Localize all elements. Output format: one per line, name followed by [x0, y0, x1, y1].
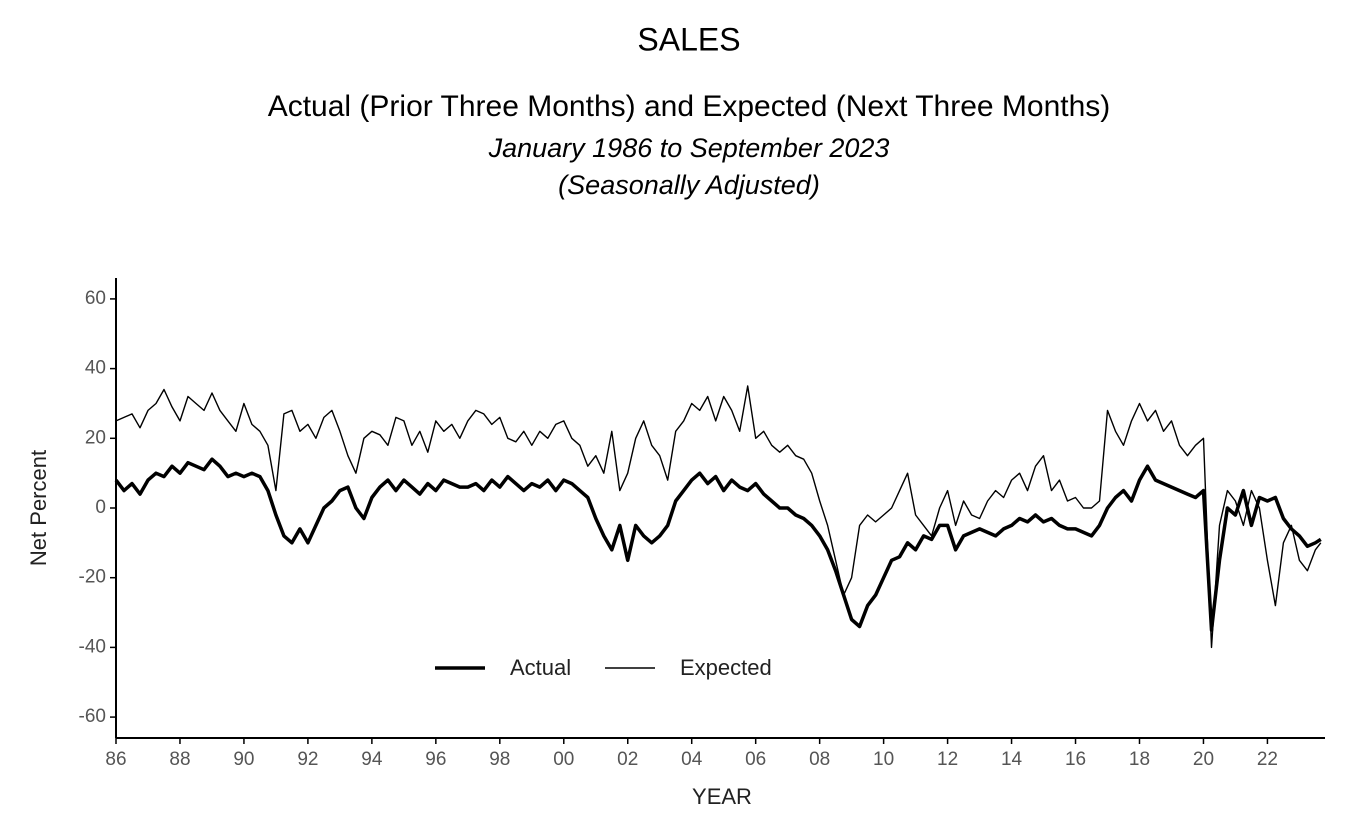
chart-title: SALES	[637, 21, 740, 57]
chart-subtitle: January 1986 to September 2023	[488, 133, 890, 163]
x-tick-label: 86	[105, 749, 126, 770]
x-tick-label: 88	[169, 749, 190, 770]
legend-label: Expected	[680, 655, 772, 680]
x-tick-label: 08	[809, 749, 830, 770]
x-tick-label: 14	[1001, 749, 1023, 770]
x-tick-label: 10	[873, 749, 894, 770]
series-line	[114, 457, 1322, 632]
x-tick-label: 92	[297, 749, 318, 770]
x-tick-label: 94	[361, 749, 383, 770]
x-tick-label: 00	[553, 749, 574, 770]
y-tick-label: 40	[85, 358, 106, 379]
x-tick-label: 06	[745, 749, 766, 770]
x-tick-label: 20	[1193, 749, 1214, 770]
y-tick-label: 0	[95, 497, 106, 518]
x-axis-label: YEAR	[692, 784, 752, 809]
chart-subtitle: Actual (Prior Three Months) and Expected…	[268, 90, 1111, 123]
legend-label: Actual	[510, 655, 571, 680]
x-tick-label: 02	[617, 749, 638, 770]
series-line	[115, 385, 1322, 649]
y-tick-label: 20	[85, 427, 106, 448]
x-tick-label: 18	[1129, 749, 1150, 770]
y-tick-label: -40	[79, 636, 106, 657]
x-tick-label: 04	[681, 749, 703, 770]
x-tick-label: 16	[1065, 749, 1086, 770]
x-tick-label: 98	[489, 749, 510, 770]
y-tick-label: -20	[79, 567, 106, 588]
x-tick-label: 12	[937, 749, 958, 770]
x-tick-label: 90	[233, 749, 254, 770]
y-axis-label: Net Percent	[26, 450, 51, 566]
x-tick-label: 96	[425, 749, 446, 770]
x-tick-label: 22	[1257, 749, 1278, 770]
chart-subtitle: (Seasonally Adjusted)	[558, 170, 820, 200]
y-tick-label: 60	[85, 288, 106, 309]
y-tick-label: -60	[79, 706, 106, 727]
